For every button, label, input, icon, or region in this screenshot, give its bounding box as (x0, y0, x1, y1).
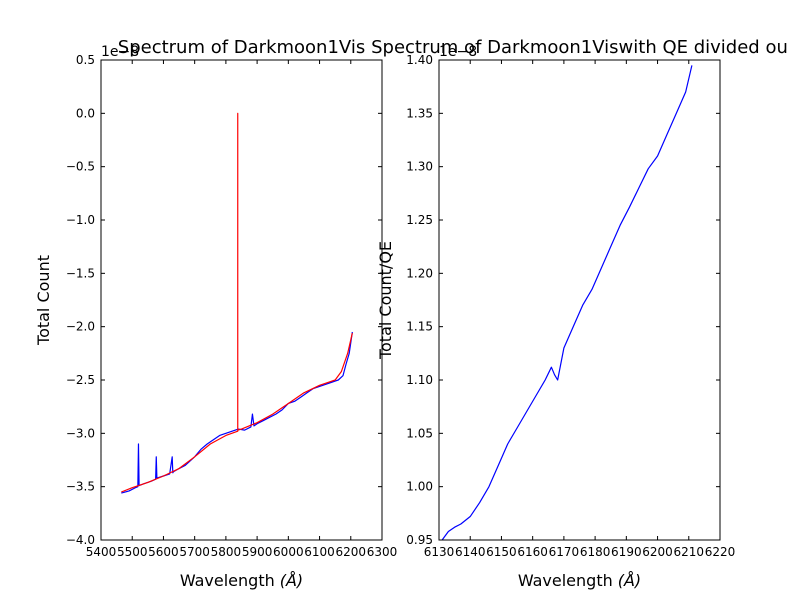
chart2-axes-frame (438, 59, 721, 541)
chart2-x-tick-label: 6220 (705, 545, 736, 559)
chart1-y-tick-label: 0.5 (76, 53, 95, 67)
chart1-y-tick-label: −0.5 (66, 160, 95, 174)
chart1-x-tick-label: 6000 (273, 545, 304, 559)
chart1-y-tick-label: −3.0 (66, 426, 95, 440)
chart2-y-tick-label: 1.05 (406, 426, 433, 440)
chart2-x-axis-label-text: Wavelength (518, 571, 613, 590)
chart1-x-tick-label: 5600 (148, 545, 179, 559)
chart1-x-tick-label: 5800 (211, 545, 242, 559)
chart1-x-axis-label: Wavelength (Å) (180, 571, 303, 590)
chart1-x-tick-label: 6100 (304, 545, 335, 559)
chart1-x-tick-label: 5400 (86, 545, 117, 559)
chart1-y-axis-label: Total Count (34, 255, 53, 346)
chart2-x-tick-label: 6150 (486, 545, 517, 559)
chart1-x-axis-label-text: Wavelength (180, 571, 275, 590)
chart1-title: Spectrum of Darkmoon1Vis (118, 37, 365, 58)
chart1-x-tick-label: 6200 (336, 545, 367, 559)
chart2-x-axis-label: Wavelength (Å) (518, 571, 641, 590)
chart2-x-tick-label: 6130 (424, 545, 455, 559)
chart1-y-tick-label: −2.5 (66, 373, 95, 387)
chart1-x-tick-label: 5700 (179, 545, 210, 559)
chart2-x-tick-label: 6140 (455, 545, 486, 559)
chart1-y-offset-label: 1e−8 (101, 44, 139, 60)
chart1-series-line-2 (121, 112, 353, 493)
chart2-y-tick-label: 0.95 (406, 533, 433, 547)
chart1-x-tick-label: 5900 (242, 545, 273, 559)
chart2-y-offset-label: 1e−8 (439, 44, 477, 60)
chart2-y-tick-label: 1.30 (406, 160, 433, 174)
chart1-axes-frame (100, 59, 383, 541)
chart2-title: Spectrum of Darkmoon1Viswith QE divided … (371, 37, 788, 58)
chart2-x-axis-unit: (Å) (618, 571, 641, 590)
chart2-x-tick-label: 6200 (642, 545, 673, 559)
chart1-y-tick-label: −1.0 (66, 213, 95, 227)
chart1-y-tick-label: −3.5 (66, 480, 95, 494)
chart2-y-tick-label: 1.40 (406, 53, 433, 67)
chart2-y-tick-label: 1.35 (406, 106, 433, 120)
chart1-y-tick-label: −2.0 (66, 320, 95, 334)
chart2-x-tick-label: 6210 (674, 545, 705, 559)
chart2-y-tick-label: 1.25 (406, 213, 433, 227)
chart1-x-tick-label: 5500 (117, 545, 148, 559)
chart1-y-tick-label: −1.5 (66, 266, 95, 280)
chart2-y-tick-label: 1.10 (406, 373, 433, 387)
chart1-y-tick-label: −4.0 (66, 533, 95, 547)
chart2-x-tick-label: 6190 (611, 545, 642, 559)
chart2-y-tick-label: 1.15 (406, 320, 433, 334)
chart2-x-tick-label: 6180 (580, 545, 611, 559)
chart1-x-axis-unit: (Å) (280, 571, 303, 590)
chart2-x-tick-label: 6160 (517, 545, 548, 559)
chart1-y-tick-label: 0.0 (76, 106, 95, 120)
chart2-y-tick-label: 1.00 (406, 480, 433, 494)
chart1-x-tick-label: 6300 (367, 545, 398, 559)
chart2-y-tick-label: 1.20 (406, 266, 433, 280)
chart2-x-tick-label: 6170 (549, 545, 580, 559)
chart1-series-line-1 (121, 331, 353, 494)
chart2-series-line-1 (441, 65, 693, 541)
chart2-y-axis-label: Total Count/QE (376, 241, 395, 360)
